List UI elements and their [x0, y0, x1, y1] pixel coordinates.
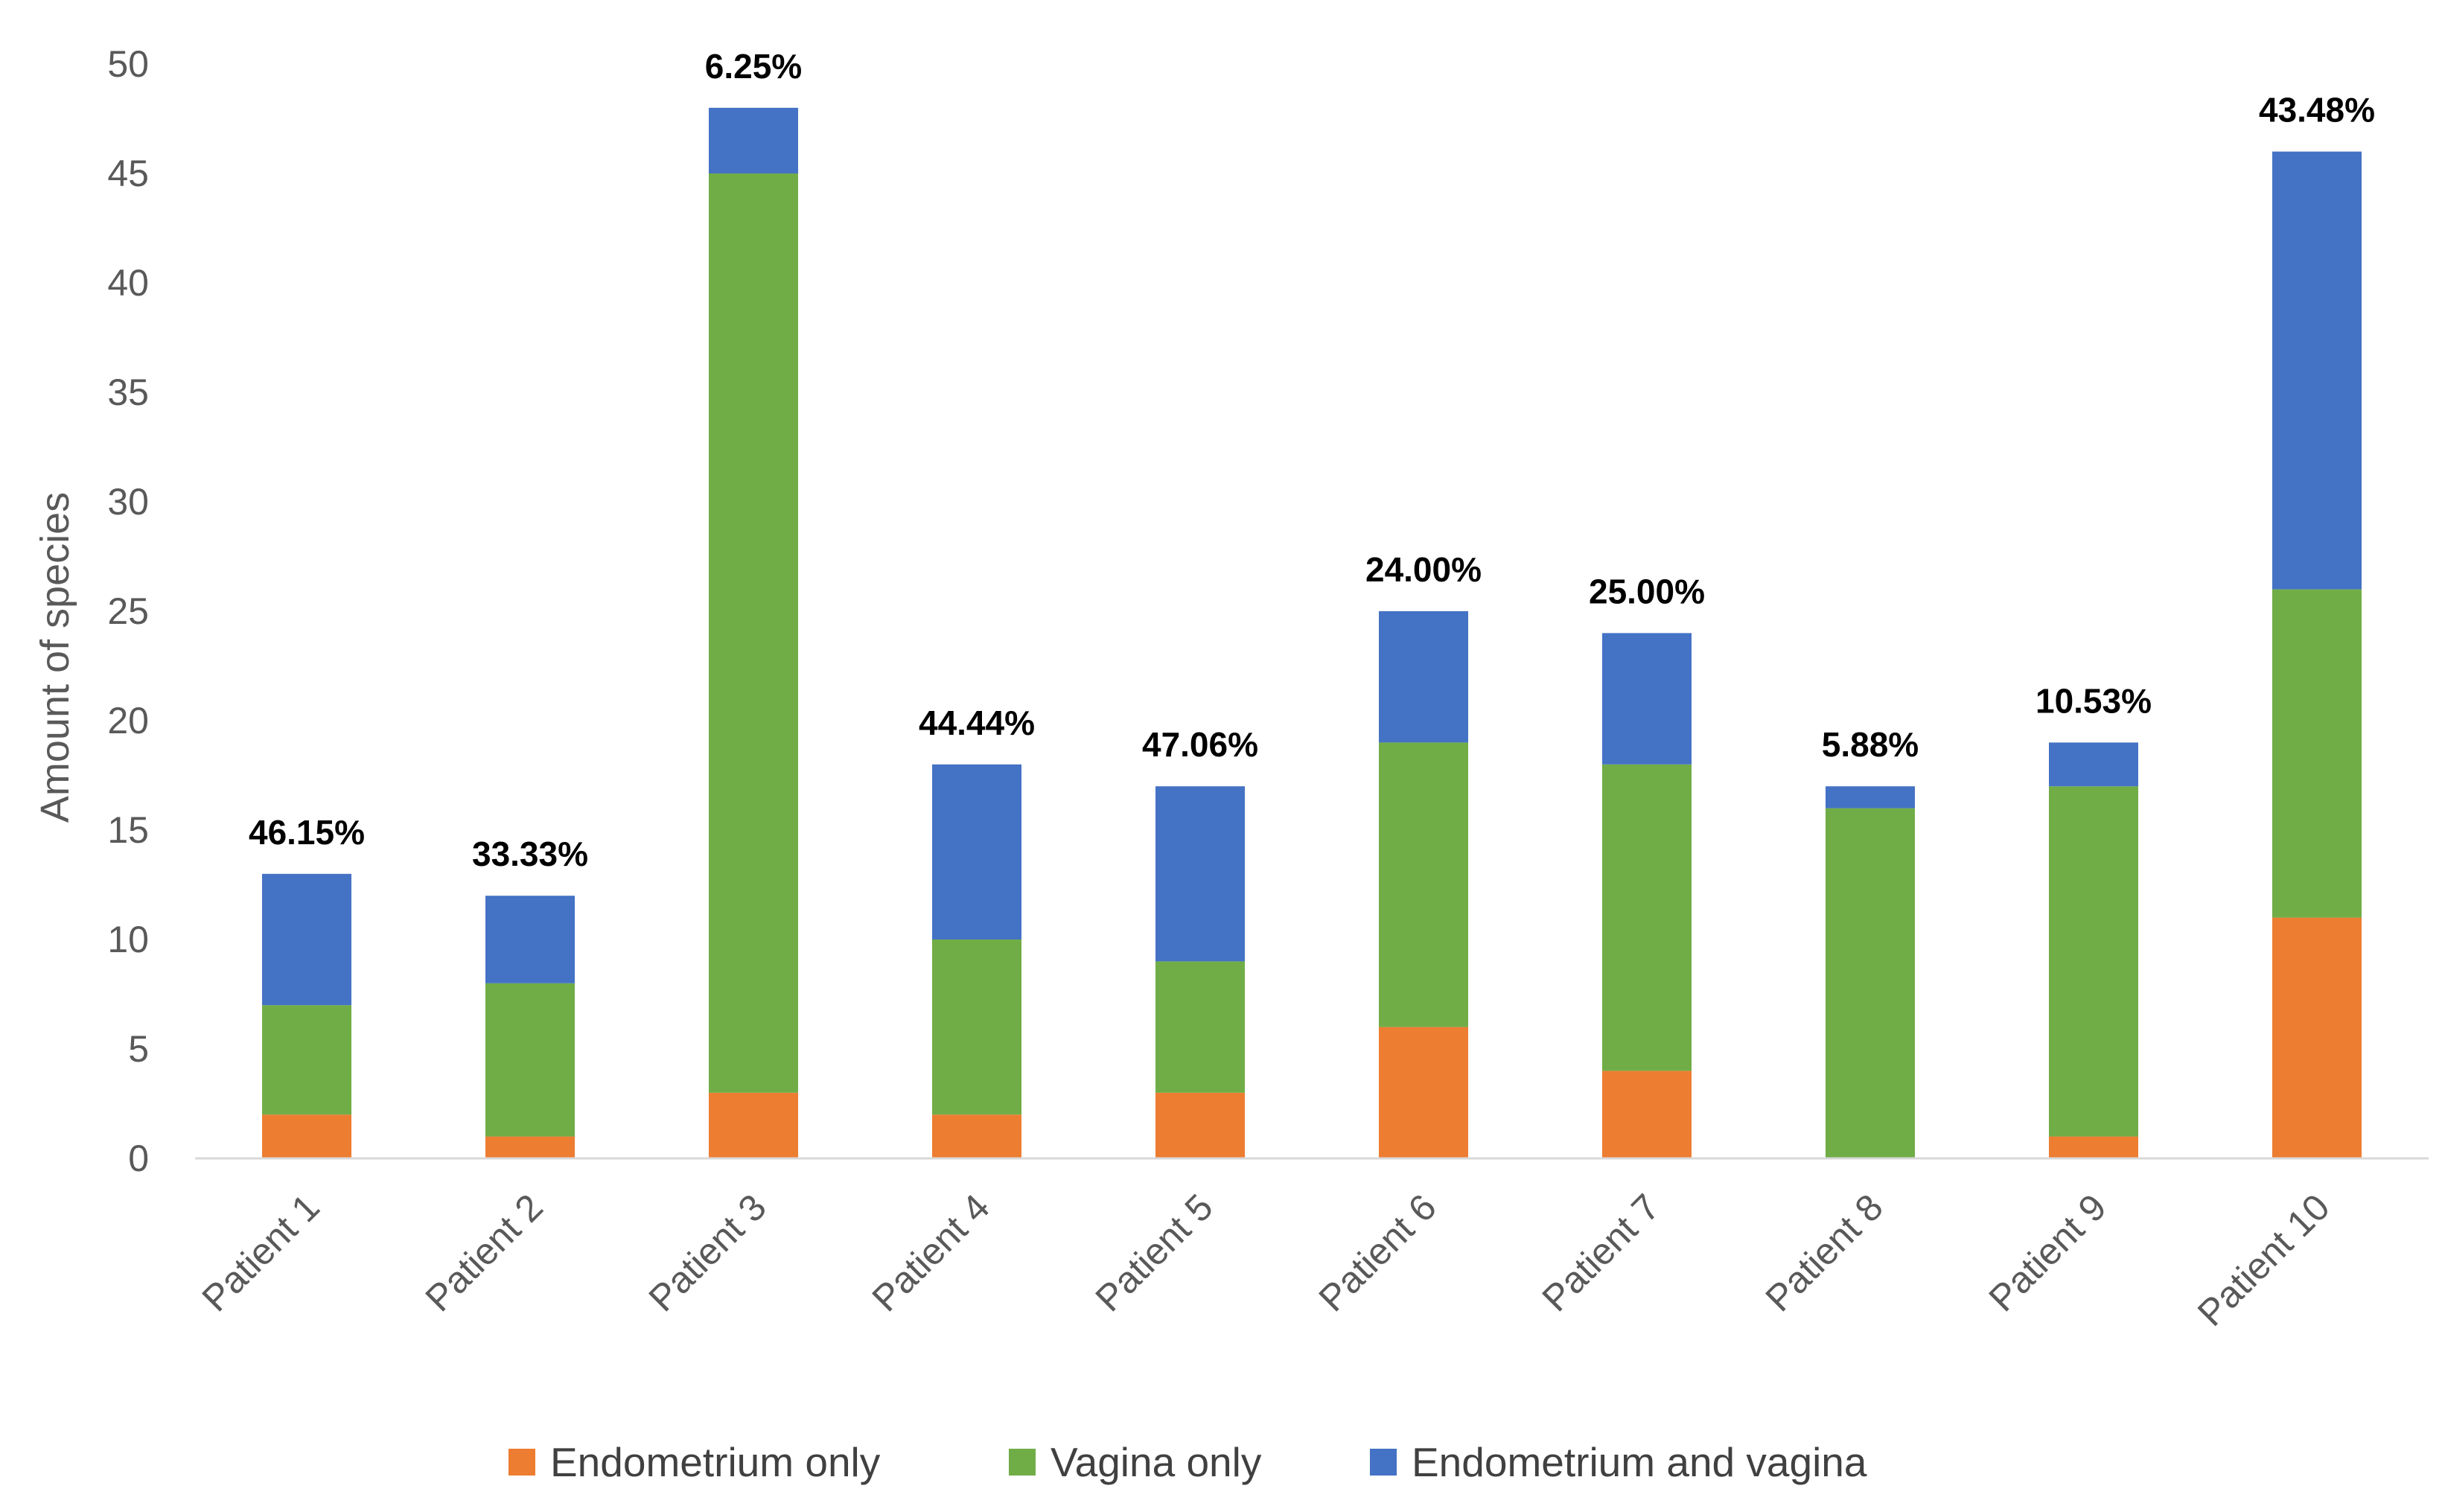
data-label: 47.06%: [1142, 725, 1258, 764]
legend-swatch: [1009, 1449, 1036, 1476]
bar-segment: [485, 1136, 575, 1158]
data-label: 46.15%: [249, 813, 365, 852]
bar-segment: [1826, 786, 1915, 808]
y-tick-label: 0: [128, 1138, 149, 1179]
x-axis-ticks: Patient 1 Patient 2 Patient 3 Patient 4 Pati…: [194, 1186, 2338, 1334]
bar-segment: [1155, 1092, 1245, 1158]
y-tick-label: 5: [128, 1028, 149, 1070]
data-label: 43.48%: [2259, 91, 2375, 130]
bar-segment: [932, 1114, 1021, 1158]
data-labels: 46.15% 33.33% 6.25% 44.44% 47.06% 24.00% 25.00…: [249, 47, 2375, 873]
bar-segment: [262, 1114, 351, 1158]
data-label: 5.88%: [1822, 725, 1919, 764]
data-label: 10.53%: [2035, 681, 2152, 720]
bar-segment: [1379, 1027, 1468, 1158]
y-tick-label: 30: [107, 481, 149, 523]
legend-swatch: [1370, 1449, 1397, 1476]
y-tick-label: 15: [107, 809, 149, 851]
x-tick-label: Patient 3: [641, 1186, 774, 1319]
x-tick-label: Patient 8: [1758, 1186, 1891, 1319]
x-tick-label: Patient 2: [418, 1186, 551, 1319]
y-tick-label: 50: [107, 43, 149, 85]
bar-segment: [1379, 742, 1468, 1027]
bar-segment: [709, 107, 798, 173]
x-tick-label: Patient 10: [2190, 1186, 2338, 1334]
legend-swatch: [509, 1449, 535, 1476]
bar-segment: [932, 764, 1021, 940]
legend-label: Endometrium and vagina: [1412, 1439, 1867, 1485]
data-label: 44.44%: [919, 704, 1035, 742]
bar-segment: [2049, 742, 2138, 787]
bar-segment: [709, 173, 798, 1093]
x-tick-label: Patient 5: [1088, 1186, 1221, 1319]
bar-segment: [1602, 633, 1692, 765]
bar-segment: [485, 983, 575, 1137]
bar-segment: [2272, 917, 2362, 1158]
bar-segment: [1826, 808, 1915, 1158]
y-tick-label: 35: [107, 371, 149, 413]
data-label: 25.00%: [1589, 572, 1705, 610]
bar-segment: [1155, 786, 1245, 962]
data-label: 33.33%: [472, 835, 588, 873]
x-tick-label: Patient 4: [864, 1186, 998, 1319]
x-tick-label: Patient 6: [1311, 1186, 1444, 1319]
bar-segment: [1602, 1071, 1692, 1158]
bar-segment: [262, 1005, 351, 1115]
y-tick-label: 45: [107, 153, 149, 194]
data-label: 6.25%: [705, 47, 802, 86]
x-tick-label: Patient 1: [194, 1186, 328, 1319]
bar-segment: [932, 940, 1021, 1115]
bar-segment: [1155, 961, 1245, 1093]
bar-segment: [709, 1092, 798, 1158]
bar-segment: [262, 873, 351, 1006]
bar-segment: [2272, 589, 2362, 918]
bar-segment: [2049, 1136, 2138, 1158]
bar-segment: [1379, 611, 1468, 743]
y-tick-label: 40: [107, 262, 149, 304]
data-label: 24.00%: [1365, 550, 1482, 589]
y-tick-label: 10: [107, 919, 149, 960]
bar-segment: [1602, 764, 1692, 1071]
y-axis-ticks: 0 5 10 15 20 25 30 35 40 45 50: [107, 43, 149, 1179]
legend-label: Endometrium only: [550, 1439, 881, 1485]
x-tick-label: Patient 7: [1534, 1186, 1668, 1319]
bar-segment: [485, 896, 575, 983]
bars: [262, 107, 2362, 1158]
y-tick-label: 25: [107, 590, 149, 632]
y-tick-label: 20: [107, 700, 149, 741]
legend-label: Vagina only: [1051, 1439, 1262, 1485]
legend: Endometrium only Vagina only Endometrium a…: [509, 1439, 1867, 1485]
y-axis-title: Amount of species: [33, 492, 77, 823]
bar-segment: [2049, 786, 2138, 1137]
bar-segment: [2272, 151, 2362, 590]
x-tick-label: Patient 9: [1981, 1186, 2114, 1319]
